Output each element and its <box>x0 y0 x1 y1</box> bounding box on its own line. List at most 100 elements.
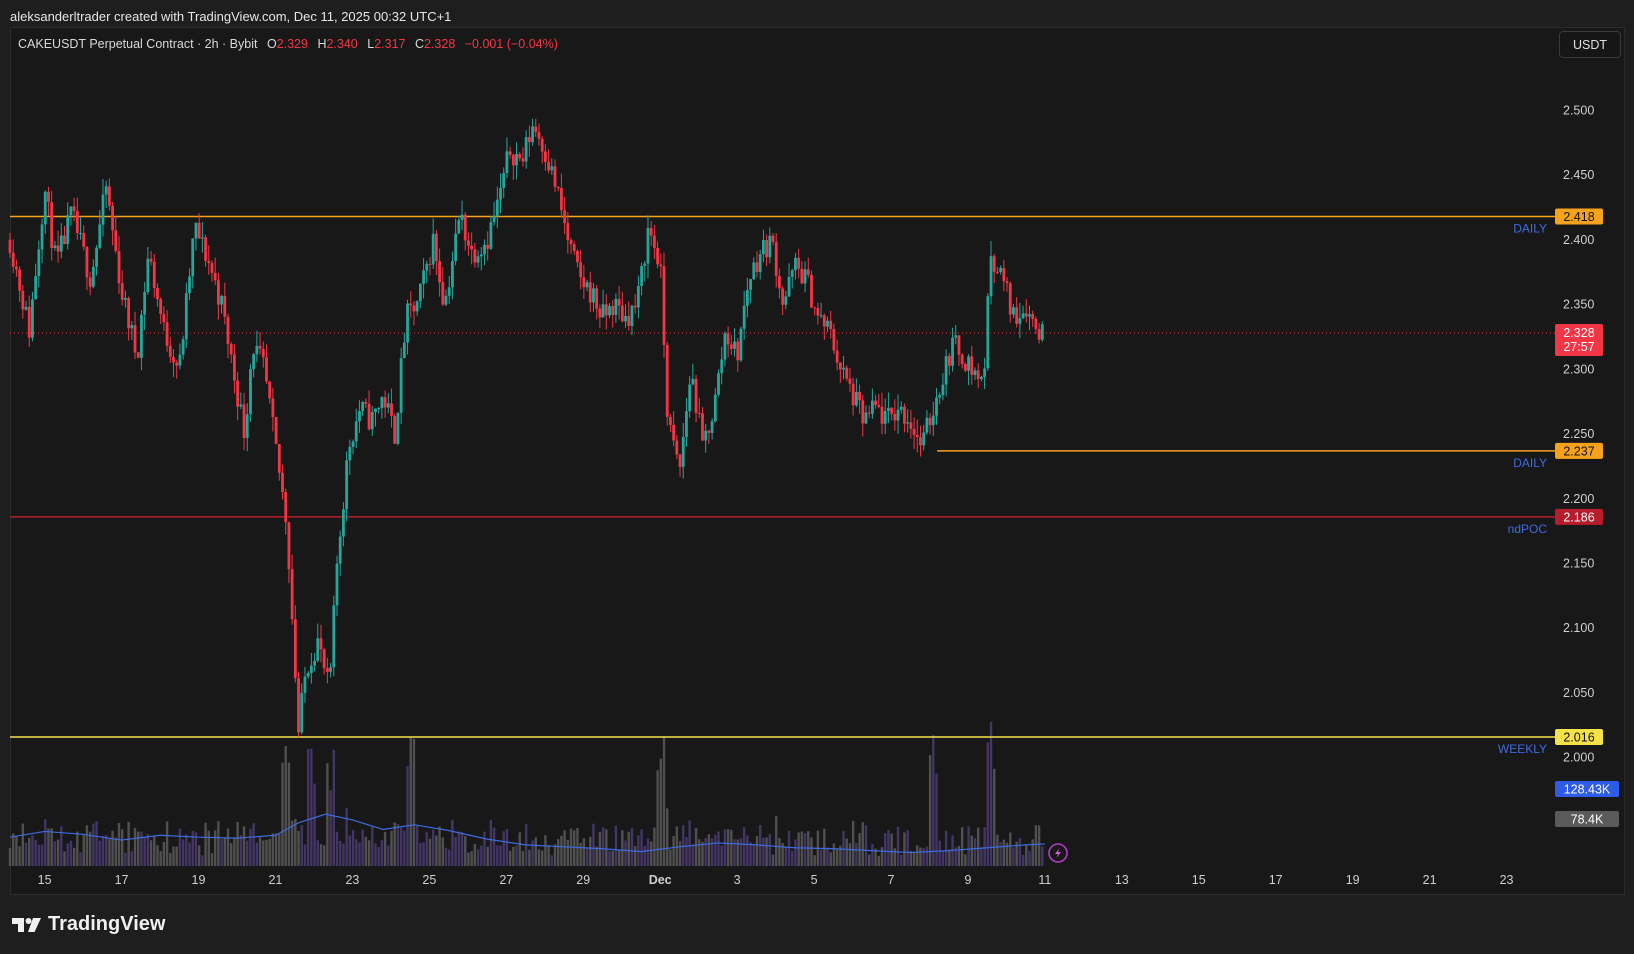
candle-body <box>72 206 76 211</box>
candle-body <box>640 266 643 287</box>
candle-body <box>851 383 855 406</box>
volume-bar <box>633 846 637 866</box>
time-tick-label: 7 <box>888 873 895 887</box>
candle-body <box>489 222 493 249</box>
volume-bar <box>672 836 675 866</box>
volume-bar <box>515 845 518 866</box>
volume-bar <box>608 850 611 866</box>
candle-body <box>69 206 73 216</box>
symbol-title[interactable]: CAKEUSDT Perpetual Contract · 2h · Bybit <box>18 37 258 51</box>
volume-bar <box>242 826 246 866</box>
time-tick-label: 19 <box>192 873 206 887</box>
candle-body <box>659 264 663 267</box>
volume-bar <box>659 758 663 866</box>
price-tick-label: 2.500 <box>1563 103 1594 117</box>
volume-bar <box>367 840 371 866</box>
candle-body <box>870 400 874 414</box>
candle-body <box>383 397 387 408</box>
volume-bar <box>197 845 201 866</box>
candle-body <box>204 237 207 261</box>
time-tick-label: 11 <box>1038 873 1051 887</box>
candle-body <box>726 333 730 345</box>
candle-body <box>720 359 724 374</box>
volume-bar <box>294 818 297 866</box>
volume-bar <box>714 834 717 866</box>
volume-bar <box>669 849 672 866</box>
currency-button[interactable]: USDT <box>1559 31 1621 58</box>
volume-bar <box>906 830 909 866</box>
candle-body <box>216 280 220 305</box>
candle-body <box>335 563 339 606</box>
candle-body <box>954 335 958 338</box>
candle-body <box>835 350 839 363</box>
volume-bar <box>181 839 185 866</box>
time-tick-label: 15 <box>1192 873 1206 887</box>
candle-body <box>284 491 288 523</box>
volume-bar <box>422 842 425 866</box>
volume-bar <box>871 843 874 866</box>
candle-body <box>598 308 602 318</box>
candle-body <box>691 378 695 385</box>
volume-bar <box>717 831 720 866</box>
candle-body <box>277 444 281 473</box>
time-tick-label: Dec <box>649 873 672 887</box>
volume-bar <box>69 840 73 866</box>
candle-body <box>149 258 153 262</box>
candle-body <box>944 356 948 385</box>
volume-bar <box>800 831 804 866</box>
volume-bar <box>268 838 271 866</box>
volume-bar <box>265 839 268 866</box>
volume-bar <box>903 832 906 866</box>
candle-body <box>810 274 813 308</box>
volume-bar <box>342 843 345 866</box>
volume-bar <box>306 749 310 866</box>
volume-bar <box>313 783 316 866</box>
time-tick-label: 21 <box>268 873 282 887</box>
price-tick-label: 2.200 <box>1563 492 1594 506</box>
volume-bar <box>614 825 618 866</box>
volume-bar <box>252 823 255 866</box>
volume-bar <box>201 855 204 866</box>
volume-bar <box>842 830 845 866</box>
volume-bar <box>101 835 105 866</box>
candle-body <box>880 406 884 424</box>
candle-body <box>665 344 669 417</box>
candle-body <box>672 424 676 441</box>
volume-bar <box>967 826 970 866</box>
volume-bar <box>358 842 361 866</box>
volume-bar <box>303 844 307 866</box>
lightning-alert-icon[interactable] <box>1048 843 1068 863</box>
volume-bar <box>653 827 656 866</box>
volume-bar <box>361 829 364 866</box>
volume-bar <box>887 830 890 866</box>
candle-body <box>402 342 406 359</box>
candle-body <box>697 412 701 414</box>
candle-body <box>120 283 124 300</box>
volume-bar <box>1015 841 1018 866</box>
candle-body <box>608 306 611 316</box>
volume-bar <box>470 851 473 866</box>
candle-body <box>24 306 28 310</box>
volume-bar <box>726 829 730 866</box>
candle-body <box>758 254 762 272</box>
volume-bar <box>845 838 848 866</box>
volume-bar <box>451 819 454 866</box>
volume-bar <box>605 829 608 866</box>
candle-body <box>745 289 749 306</box>
volume-bar <box>130 851 134 866</box>
candle-body <box>973 370 977 375</box>
candle-body <box>127 297 131 329</box>
candle-body <box>27 306 31 338</box>
candle-body <box>563 210 567 224</box>
candle-body <box>329 667 332 672</box>
volume-bar <box>24 842 28 866</box>
candle-body <box>883 411 887 424</box>
candle-body <box>778 276 781 289</box>
candle-body <box>874 400 878 406</box>
candle-body <box>922 432 926 446</box>
candle-body <box>124 297 127 300</box>
time-tick-label: 29 <box>576 873 590 887</box>
candle-body <box>463 214 467 241</box>
candle-body <box>755 262 759 272</box>
